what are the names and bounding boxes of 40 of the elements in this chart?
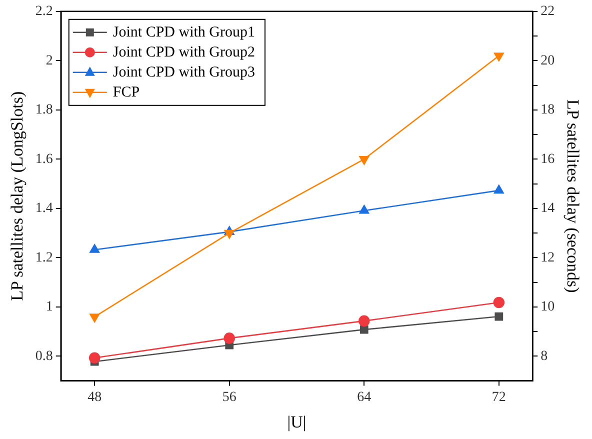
y2-tick-label: 16 — [540, 152, 555, 167]
point — [360, 325, 368, 334]
point — [493, 296, 505, 308]
y-tick-label: 1.4 — [35, 201, 53, 216]
point — [90, 244, 100, 253]
x-axis-title: |U| — [287, 412, 306, 432]
y2-tick-label: 14 — [540, 201, 555, 216]
point — [88, 352, 100, 364]
legend-label: Joint CPD with Group1 — [112, 24, 256, 40]
y2-tick-label: 8 — [540, 348, 548, 364]
x-tick-label: 56 — [222, 390, 236, 405]
y-tick-label: 2.2 — [35, 4, 53, 20]
point — [359, 204, 370, 214]
x-tick-label: 64 — [357, 390, 372, 405]
y-tick-label: 1 — [46, 300, 53, 315]
y-tick-label: 1.6 — [35, 152, 53, 167]
point — [224, 230, 234, 239]
y-tick-label: 0.8 — [35, 348, 53, 364]
point — [494, 52, 504, 62]
x-tick-label: 48 — [88, 390, 102, 405]
point — [358, 315, 370, 327]
y2-tick-label: 10 — [540, 300, 555, 315]
y2-tick-label: 12 — [540, 250, 555, 266]
y2-tick-label: 22 — [540, 4, 555, 20]
y2-tick-label: 18 — [540, 102, 555, 118]
y2-tick-label: 20 — [540, 53, 555, 68]
x-tick-label: 72 — [492, 390, 506, 405]
y2-axis-title: LP satellites delay (seconds) — [563, 99, 582, 293]
point — [224, 332, 236, 344]
point — [494, 312, 504, 321]
y-tick-label: 2 — [46, 53, 53, 68]
legend-label: Joint CPD with Group3 — [112, 64, 256, 80]
y-tick-label: 1.2 — [35, 250, 53, 266]
y-axis-title: LP satellites delay (LongSlots) — [8, 91, 27, 301]
point — [359, 156, 370, 165]
legend-label: FCP — [112, 84, 140, 100]
point — [90, 314, 100, 322]
point — [494, 184, 504, 194]
y-tick-label: 1.8 — [35, 102, 53, 118]
legend-label: Joint CPD with Group2 — [112, 44, 256, 60]
